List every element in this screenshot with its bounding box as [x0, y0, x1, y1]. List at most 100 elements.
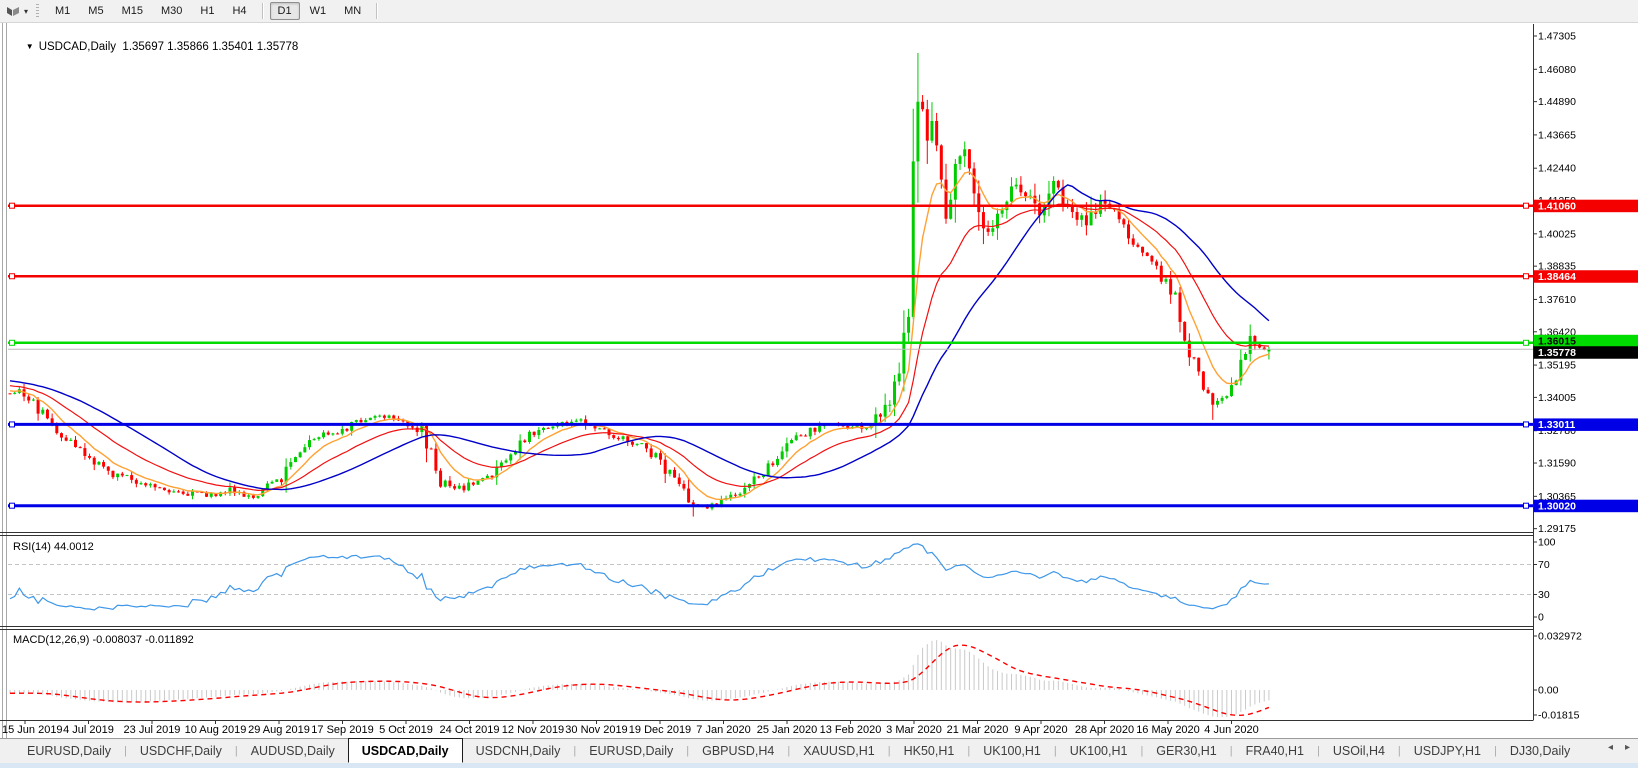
tab-separator: |	[573, 745, 577, 757]
svg-text:5 Oct 2019: 5 Oct 2019	[379, 724, 433, 736]
toolbar-separator	[376, 3, 378, 19]
svg-text:1.38835: 1.38835	[1538, 261, 1576, 273]
tab-separator: |	[1316, 745, 1320, 757]
svg-text:1.47305: 1.47305	[1538, 31, 1576, 43]
price-axis[interactable]: 1.473051.460801.448901.436651.424401.412…	[1533, 31, 1576, 536]
macd-panel	[9, 640, 1270, 717]
svg-text:1.37610: 1.37610	[1538, 294, 1576, 306]
chart-window-background	[0, 22, 1638, 738]
line-handle[interactable]	[1523, 339, 1529, 346]
svg-text:-0.01815: -0.01815	[1538, 710, 1580, 722]
svg-text:1.30020: 1.30020	[1538, 501, 1576, 513]
line-handle[interactable]	[1523, 421, 1529, 428]
line-handle[interactable]	[1523, 502, 1529, 509]
rsi-indicator-label: RSI(14) 44.0012	[13, 541, 94, 553]
svg-text:1.31590: 1.31590	[1538, 458, 1576, 470]
tab-scroll-right-icon[interactable]: ▸	[1624, 742, 1630, 753]
tab-uk100-h1[interactable]: UK100,H1	[983, 744, 1041, 758]
svg-text:4 Jun 2020: 4 Jun 2020	[1204, 724, 1258, 736]
chart-tools-button[interactable]: ▾	[5, 3, 32, 19]
timeframe-button-m15[interactable]: M15	[121, 5, 143, 17]
timeframe-toolbar: ▾ M1 M5 M15 M30 H1 H4 D1 W1 MN	[0, 0, 1638, 23]
tab-usdcnh-daily[interactable]: USDCNH,Daily	[475, 744, 561, 758]
timeframe-buttons: M1 M5 M15 M30 H1 H4 D1 W1 MN	[46, 2, 383, 20]
level-price-badge-1.30020: 1.30020	[1533, 499, 1638, 513]
tab-hk50-h1[interactable]: HK50,H1	[903, 744, 955, 758]
svg-text:1.42440: 1.42440	[1538, 163, 1576, 175]
tab-separator: |	[967, 745, 971, 757]
line-handle[interactable]	[1523, 273, 1529, 280]
line-handle[interactable]	[9, 273, 15, 280]
timeframe-button-mn[interactable]: MN	[344, 5, 362, 17]
tab-usdjpy-h1[interactable]: USDJPY,H1	[1413, 744, 1481, 758]
toolbar-grip-handle[interactable]	[36, 3, 40, 19]
svg-text:30 Nov 2019: 30 Nov 2019	[565, 724, 627, 736]
tab-xauusd-h1[interactable]: XAUUSD,H1	[803, 744, 875, 758]
tab-gbpusd-h4[interactable]: GBPUSD,H4	[702, 744, 775, 758]
line-handle[interactable]	[1523, 202, 1529, 209]
svg-text:1.36015: 1.36015	[1538, 336, 1576, 348]
svg-text:28 Apr 2020: 28 Apr 2020	[1075, 724, 1134, 736]
symbol-tabs: EURUSD,Daily | USDCHF,Daily | AUDUSD,Daily US…	[14, 738, 1583, 763]
tab-eurusd-daily[interactable]: EURUSD,Daily	[589, 744, 674, 758]
timeframe-button-d1[interactable]: D1	[269, 2, 300, 20]
svg-text:24 Oct 2019: 24 Oct 2019	[440, 724, 500, 736]
tab-separator: |	[887, 745, 891, 757]
timeframe-button-h4[interactable]: H4	[232, 5, 247, 17]
horizontal-level-lines[interactable]	[8, 202, 1533, 509]
svg-text:1.43665: 1.43665	[1538, 129, 1576, 141]
chart-title: ▼ USDCAD,Daily 1.35697 1.35866 1.35401 1.…	[13, 29, 299, 65]
svg-text:1.34005: 1.34005	[1538, 392, 1576, 404]
tab-scroll-left-icon[interactable]: ◂	[1607, 742, 1613, 753]
toolbar-separator	[261, 3, 263, 19]
tabbar-padding	[0, 739, 14, 763]
rsi-panel	[8, 543, 1533, 611]
symbol-tab-bar: EURUSD,Daily | USDCHF,Daily | AUDUSD,Daily US…	[0, 738, 1638, 763]
svg-text:19 Dec 2019: 19 Dec 2019	[629, 724, 691, 736]
macd-axis[interactable]: 0.032972 0.00 -0.01815	[1533, 631, 1582, 722]
line-handle[interactable]	[9, 339, 15, 346]
timeframe-button-m5[interactable]: M5	[88, 5, 104, 17]
svg-text:13 Feb 2020: 13 Feb 2020	[820, 724, 882, 736]
svg-text:10 Aug 2019: 10 Aug 2019	[185, 724, 247, 736]
tab-uk100-h1[interactable]: UK100,H1	[1069, 744, 1128, 758]
tab-scroll-controls: ◂ ▸	[1608, 742, 1630, 753]
svg-text:1.40025: 1.40025	[1538, 228, 1576, 240]
svg-text:1.35195: 1.35195	[1538, 360, 1576, 372]
chart-symbol: USDCAD,Daily	[38, 41, 117, 53]
tab-eurusd-daily[interactable]: EURUSD,Daily	[27, 744, 112, 758]
tab-separator: |	[1229, 745, 1233, 757]
tab-separator: |	[234, 745, 238, 757]
level-price-badge-1.36015: 1.36015	[1533, 334, 1638, 348]
tab-usoil-h4[interactable]: USOil,H4	[1332, 744, 1385, 758]
svg-text:0.032972: 0.032972	[1538, 631, 1582, 643]
svg-text:21 Mar 2020: 21 Mar 2020	[947, 724, 1009, 736]
tab-usdcad-daily[interactable]: USDCAD,Daily	[347, 738, 463, 763]
timeframe-button-m1[interactable]: M1	[55, 5, 71, 17]
timeframe-button-m30[interactable]: M30	[160, 5, 183, 17]
svg-text:4 Jul 2019: 4 Jul 2019	[63, 724, 114, 736]
rsi-axis[interactable]: 100 70 30 0	[1533, 537, 1556, 624]
tab-audusd-daily[interactable]: AUDUSD,Daily	[250, 744, 335, 758]
chevron-down-icon: ▾	[24, 6, 29, 16]
svg-text:0: 0	[1538, 612, 1544, 624]
chart-tools-icon	[7, 7, 19, 16]
line-handle[interactable]	[9, 502, 15, 509]
tab-separator: |	[1053, 745, 1057, 757]
svg-text:1.29175: 1.29175	[1538, 523, 1576, 535]
tab-dj30-daily[interactable]: DJ30,Daily	[1509, 744, 1571, 758]
macd-signal-line	[9, 644, 1270, 717]
svg-text:12 Nov 2019: 12 Nov 2019	[502, 724, 564, 736]
line-handle[interactable]	[9, 202, 15, 209]
tab-ger30-h1[interactable]: GER30,H1	[1156, 744, 1217, 758]
tab-fra40-h1[interactable]: FRA40,H1	[1245, 744, 1304, 758]
timeframe-button-w1[interactable]: W1	[309, 5, 327, 17]
symbol-dropdown-icon[interactable]: ▼	[25, 42, 34, 51]
time-axis[interactable]: 15 Jun 2019 4 Jul 2019 23 Jul 2019 10 Aug 2…	[2, 720, 1259, 736]
tab-usdchf-daily[interactable]: USDCHF,Daily	[139, 744, 222, 758]
tab-separator: |	[1397, 745, 1401, 757]
line-handle[interactable]	[9, 421, 15, 428]
timeframe-button-h1[interactable]: H1	[200, 5, 215, 17]
svg-text:1.46080: 1.46080	[1538, 64, 1576, 76]
